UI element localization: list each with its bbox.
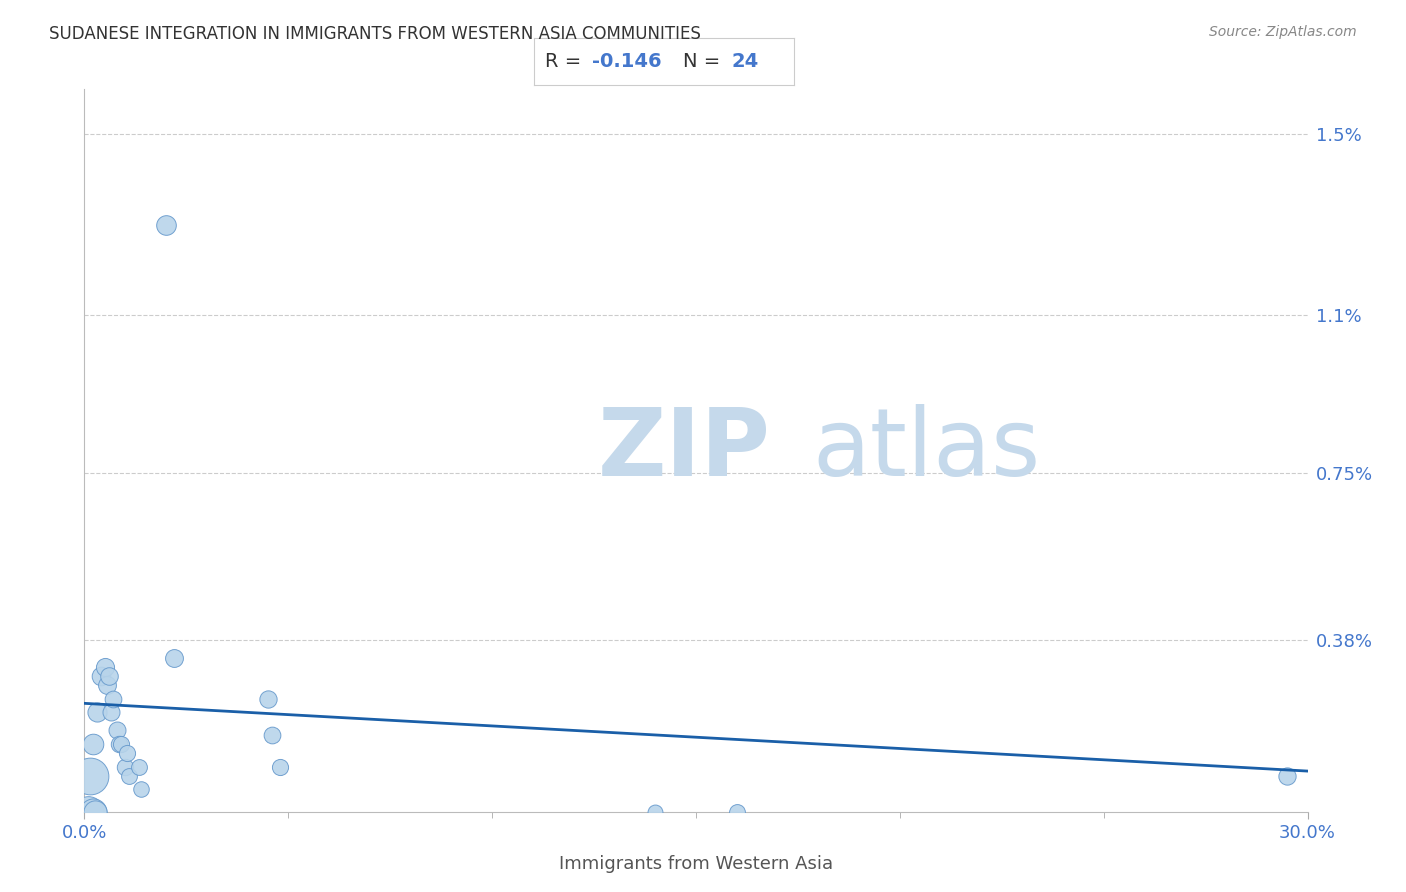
Text: Source: ZipAtlas.com: Source: ZipAtlas.com [1209, 25, 1357, 39]
Point [114, 759, 136, 773]
Point [108, 737, 131, 751]
Point [79, 769, 101, 783]
Point [1277, 769, 1299, 783]
Text: 24: 24 [733, 52, 759, 71]
Point [128, 759, 150, 773]
Point [86, 706, 108, 720]
Point [725, 805, 748, 819]
Point [163, 651, 186, 665]
Text: SUDANESE INTEGRATION IN IMMIGRANTS FROM WESTERN ASIA COMMUNITIES: SUDANESE INTEGRATION IN IMMIGRANTS FROM … [49, 25, 702, 43]
Point [105, 723, 128, 738]
Point [83, 805, 105, 819]
Point [260, 728, 283, 742]
Text: R =: R = [544, 52, 588, 71]
Text: ZIP: ZIP [598, 404, 770, 497]
Point [257, 691, 280, 706]
Point [97, 669, 120, 683]
Point [82, 737, 104, 751]
Point [269, 759, 291, 773]
Point [82, 805, 104, 819]
Point [118, 769, 141, 783]
Point [131, 782, 153, 797]
X-axis label: Immigrants from Western Asia: Immigrants from Western Asia [560, 855, 832, 873]
Point [101, 691, 124, 706]
Point [155, 218, 177, 232]
Point [644, 805, 666, 819]
Point [93, 660, 115, 674]
Text: atlas: atlas [813, 404, 1040, 497]
Point [100, 706, 122, 720]
Point [77, 805, 100, 819]
Point [96, 678, 118, 692]
Point [90, 669, 112, 683]
Point [110, 737, 132, 751]
Text: N =: N = [682, 52, 725, 71]
Text: -0.146: -0.146 [592, 52, 661, 71]
Point [115, 746, 138, 760]
